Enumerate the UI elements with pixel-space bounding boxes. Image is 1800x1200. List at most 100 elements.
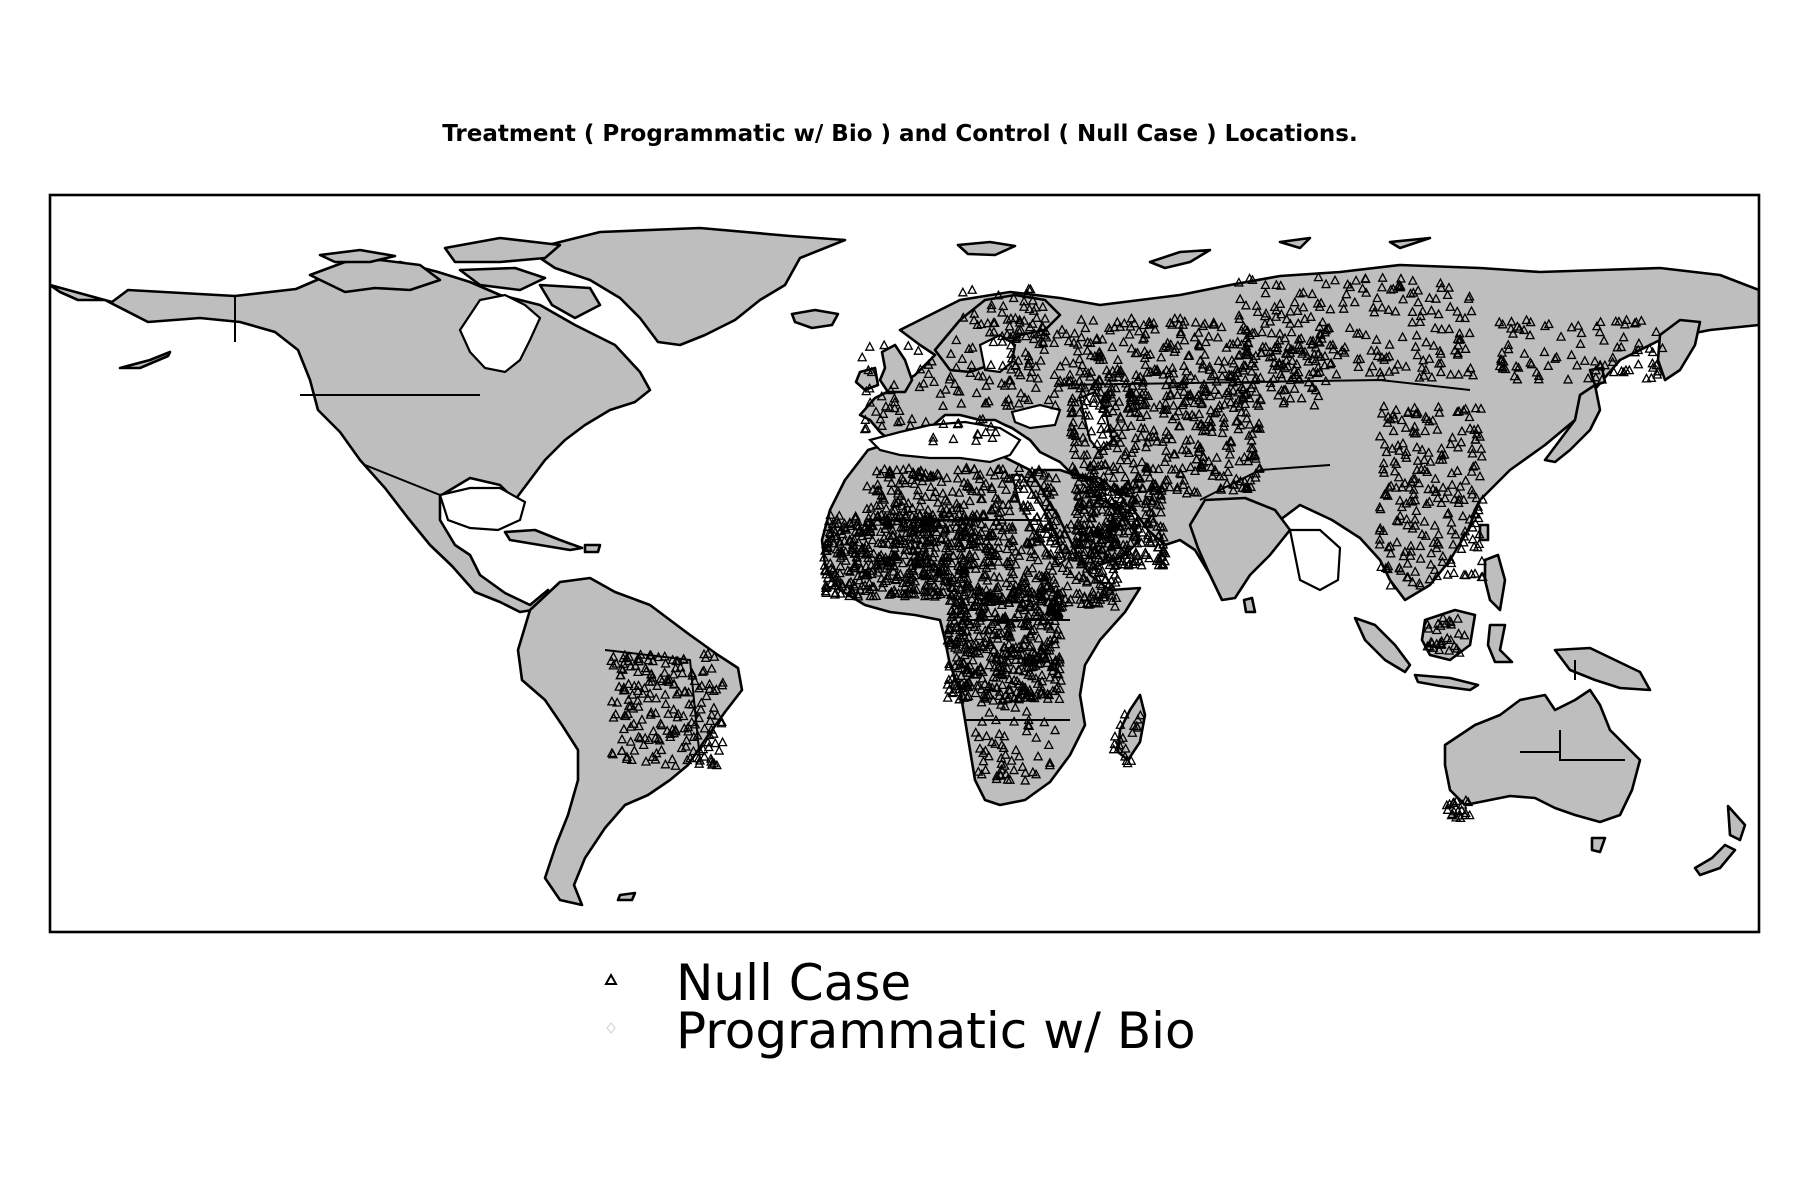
null-case-marker [652,680,663,690]
null-case-marker [1139,332,1150,343]
null-case-marker [1094,491,1105,502]
null-case-marker [877,582,888,592]
null-case-marker [940,522,951,532]
null-case-marker [1026,473,1037,483]
null-case-marker [1125,484,1136,495]
null-case-marker [1161,452,1172,462]
null-case-marker [974,743,986,753]
null-case-marker [1031,572,1042,583]
null-case-marker [980,764,991,775]
null-case-marker [1439,492,1451,503]
null-case-marker [1257,341,1268,351]
null-case-marker [1010,546,1021,556]
null-case-marker [1157,436,1168,446]
null-case-marker [1141,518,1152,528]
null-case-marker [1412,455,1423,465]
null-case-marker [887,529,898,540]
null-case-marker [640,662,651,673]
null-case-marker [1125,537,1136,548]
null-case-marker [1426,637,1438,648]
null-case-marker [959,509,970,520]
null-case-marker [1014,462,1025,473]
null-case-marker [976,518,987,529]
null-case-marker [1136,456,1148,467]
legend-label-null-case: Null Case [676,954,912,1012]
null-case-marker [1456,425,1468,436]
null-case-marker [1646,372,1657,383]
null-case-marker [984,639,995,649]
null-case-marker [876,509,887,519]
null-case-marker [1415,540,1426,551]
null-case-marker [1102,422,1113,432]
null-case-marker [1041,332,1052,342]
null-case-marker [1151,499,1163,509]
null-case-marker [1092,527,1103,537]
null-case-marker [916,494,927,505]
null-case-marker [1384,350,1395,361]
null-case-marker [1094,525,1105,536]
null-case-marker [1325,303,1336,314]
null-case-marker [1211,376,1222,386]
null-case-marker [1106,505,1117,515]
null-case-marker [1017,761,1028,771]
null-case-marker [914,500,926,511]
null-case-marker [1457,510,1468,521]
null-case-marker [1448,797,1459,808]
null-case-marker [1010,312,1021,323]
null-case-marker [1004,473,1015,483]
null-case-marker [981,730,992,741]
null-case-marker [1142,367,1153,377]
null-case-marker [997,360,1008,370]
null-case-marker [850,510,861,521]
null-case-marker [943,552,955,563]
null-case-marker [1465,362,1476,373]
null-case-marker [1240,360,1251,370]
null-case-marker [980,426,991,437]
null-case-marker [915,363,926,374]
null-case-marker [991,682,1002,693]
null-case-marker [870,406,882,416]
null-case-marker [997,499,1009,509]
null-case-marker [1027,562,1038,573]
null-case-marker [1407,316,1418,327]
null-case-marker [1369,306,1380,317]
null-case-marker [1208,319,1219,329]
null-case-marker [1088,523,1099,533]
null-case-marker [976,696,987,707]
null-case-marker [997,463,1008,474]
null-case-marker [919,586,931,597]
null-case-marker [1173,420,1185,431]
null-case-marker [1074,375,1085,386]
null-case-marker [1125,321,1136,331]
null-case-marker [1320,375,1331,386]
null-case-marker [645,709,656,719]
null-case-marker [976,640,987,650]
null-case-marker [1229,479,1240,489]
null-case-marker [846,584,857,595]
null-case-marker [1423,483,1434,494]
null-case-marker [1158,522,1169,532]
null-case-marker [643,734,654,745]
null-case-marker [866,366,877,377]
null-case-marker [1449,493,1460,504]
null-case-marker [1195,355,1206,365]
null-case-marker [1217,370,1228,381]
null-case-marker [1004,522,1015,532]
null-case-marker [1037,322,1048,332]
null-case-marker [1016,689,1027,699]
null-case-marker [958,312,969,322]
null-case-marker [1081,533,1092,543]
null-case-marker [1141,441,1152,452]
null-case-marker [1315,329,1326,339]
null-case-marker [1015,369,1026,380]
null-case-marker [1566,321,1577,332]
null-case-marker [1050,638,1061,649]
null-case-marker [849,562,860,573]
null-case-marker [693,752,704,763]
null-case-marker [1023,585,1035,596]
null-case-marker [1004,673,1015,684]
null-case-marker [835,538,846,548]
null-case-marker [1320,278,1332,289]
null-case-marker [955,549,967,559]
